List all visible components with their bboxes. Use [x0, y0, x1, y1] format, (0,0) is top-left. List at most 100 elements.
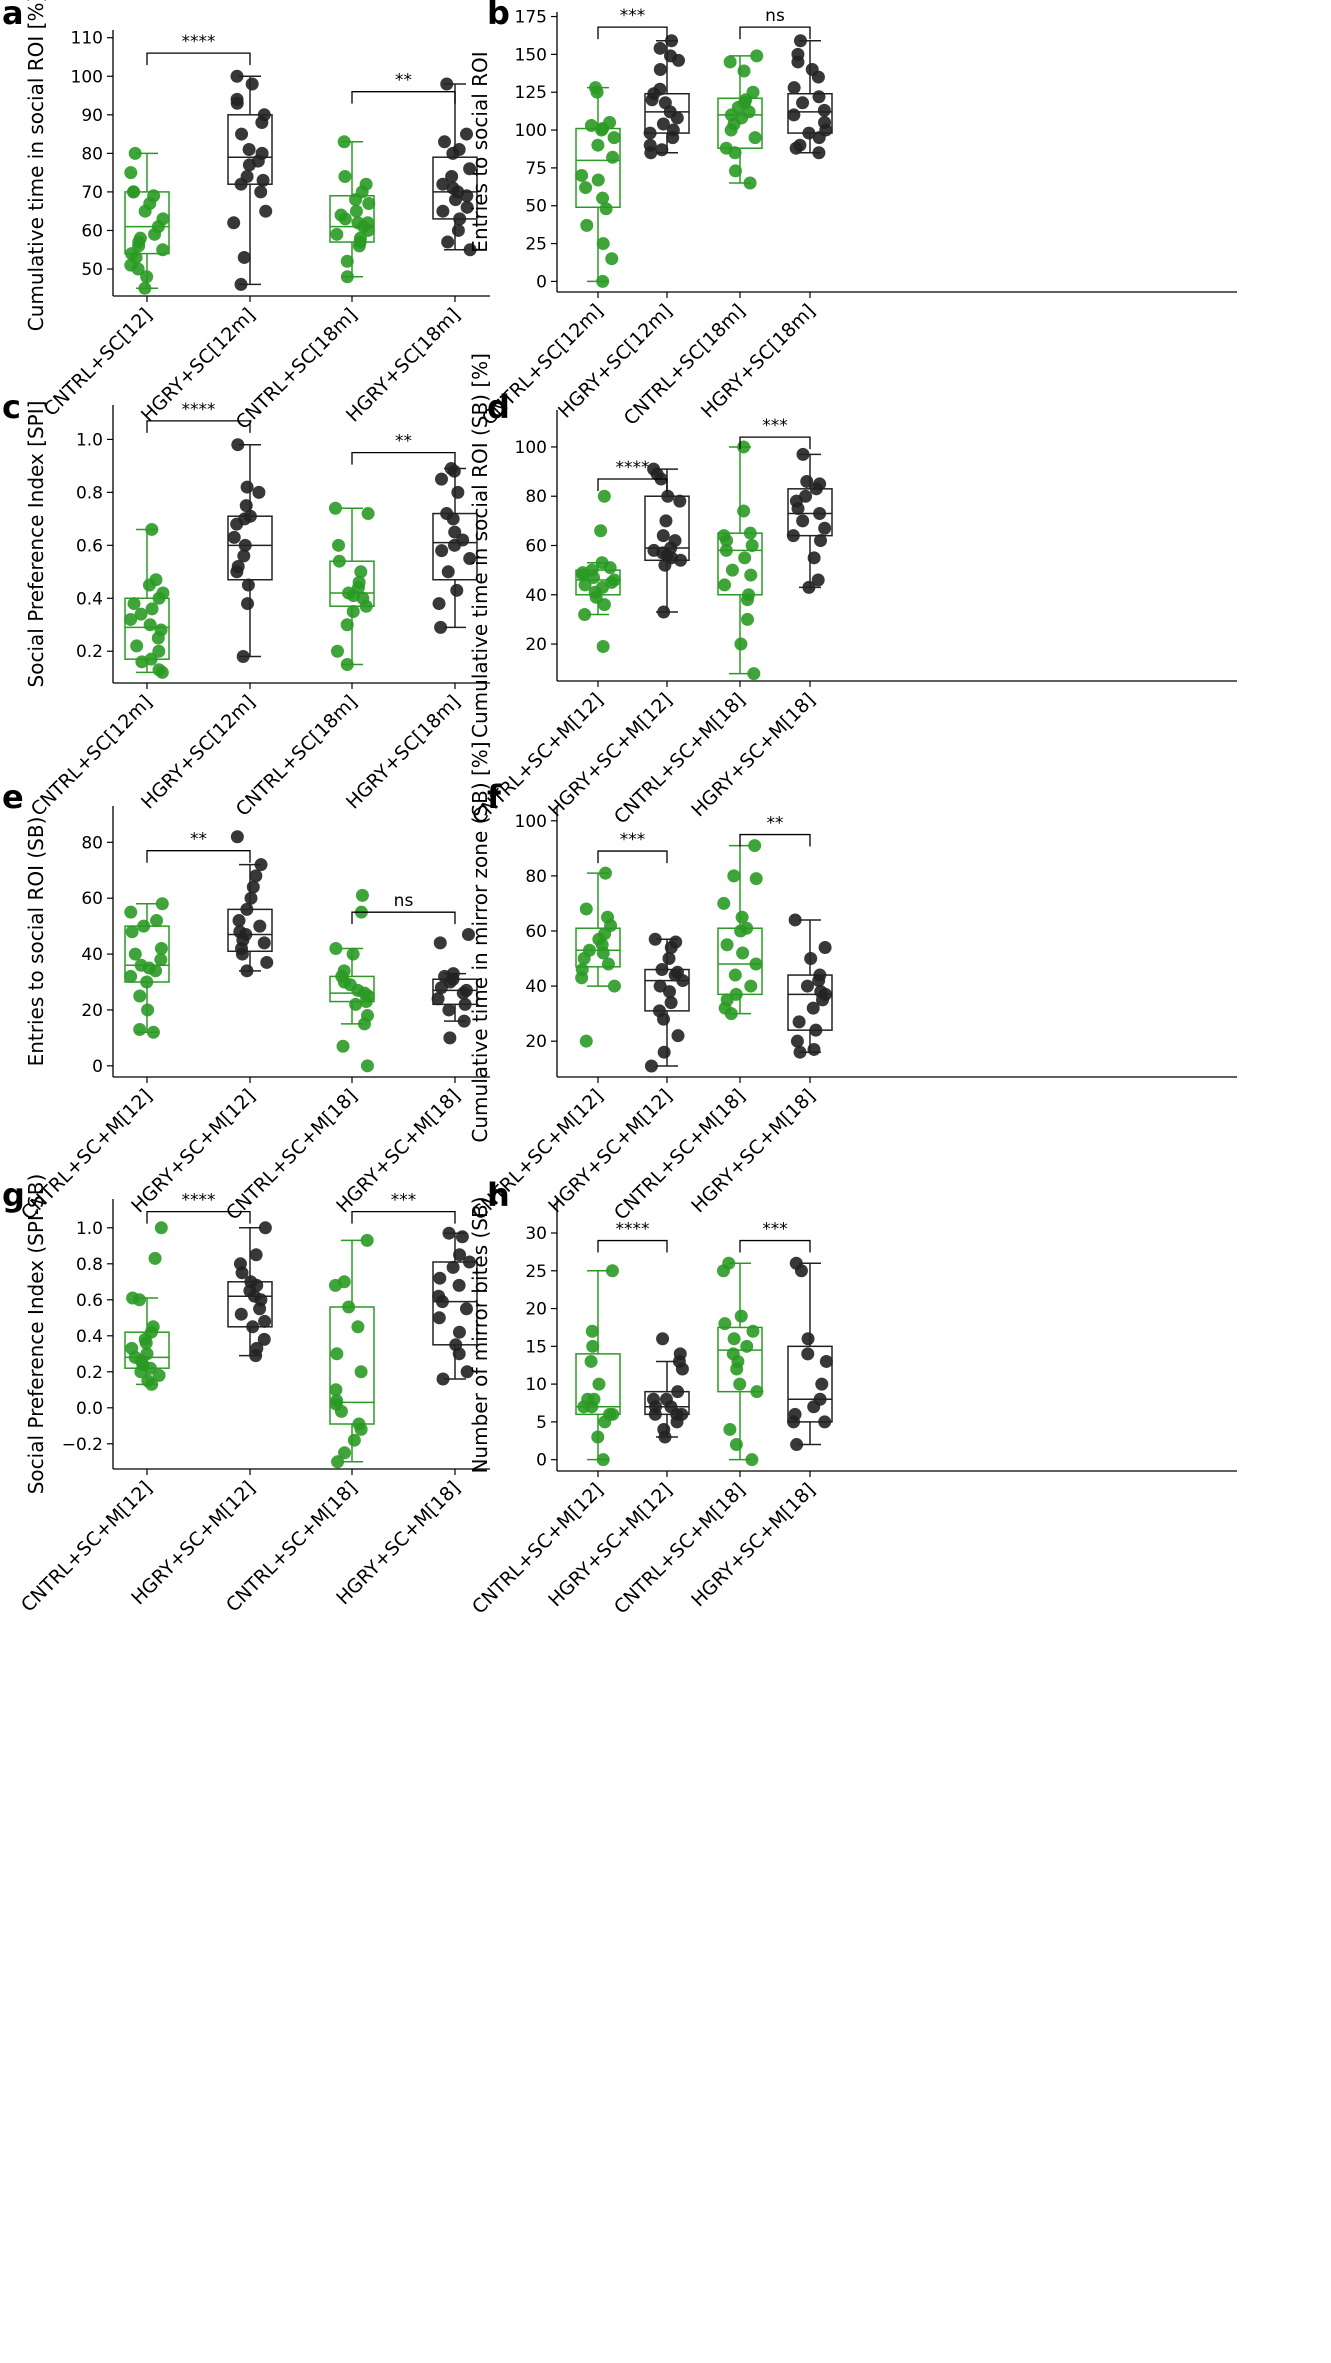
group-0 [124, 897, 170, 1039]
data-point [230, 69, 244, 83]
panel-letter: f [487, 778, 502, 816]
bracket-line [739, 1239, 811, 1253]
data-point [671, 1029, 685, 1043]
data-point [673, 494, 687, 508]
data-point [450, 583, 464, 597]
data-point [738, 551, 752, 565]
data-point [603, 1407, 617, 1421]
data-point [580, 218, 594, 232]
data-point [236, 650, 250, 664]
data-point [145, 602, 159, 616]
data-point [788, 913, 802, 927]
data-point [585, 563, 599, 577]
significance-label: ns [765, 6, 785, 26]
data-point [330, 227, 344, 241]
x-category-label: HGRY+SC[18m] [342, 691, 465, 814]
data-point [146, 1320, 160, 1334]
data-point [591, 173, 605, 187]
data-point [747, 667, 761, 681]
data-point [458, 997, 472, 1011]
significance-label: **** [182, 400, 216, 420]
y-tick-label: 80 [81, 833, 103, 853]
data-point [238, 538, 252, 552]
data-point [342, 586, 356, 600]
significance-bracket: *** [739, 1220, 811, 1253]
data-point [342, 1300, 356, 1314]
group-1 [227, 1221, 273, 1363]
box [787, 1345, 833, 1423]
data-point [812, 146, 826, 160]
data-point [235, 127, 249, 141]
group-1 [644, 932, 690, 1073]
data-point [790, 1438, 804, 1452]
data-point [237, 250, 251, 264]
data-point [460, 200, 474, 214]
data-point [812, 90, 826, 104]
y-tick-label: 100 [515, 121, 547, 141]
panel-letter: a [2, 0, 24, 32]
panel-b: b 0 25 50 75 100 125 150 175 Entries to social RO… [468, 0, 1237, 430]
data-point [814, 985, 828, 999]
data-point [742, 588, 756, 602]
data-point [656, 1332, 670, 1346]
x-category-label: HGRY+SC+M[12] [544, 689, 676, 821]
data-point [432, 597, 446, 611]
x-category-label: CNTRL+SC+M[18] [610, 689, 750, 829]
group-1 [643, 34, 690, 160]
data-point [354, 565, 368, 579]
data-point [459, 983, 473, 997]
data-point [601, 910, 615, 924]
data-point [657, 1422, 671, 1436]
data-point [584, 119, 598, 133]
data-point [809, 1023, 823, 1037]
data-point [813, 477, 827, 491]
data-point [240, 964, 254, 978]
data-point [249, 869, 263, 883]
data-point [585, 1324, 599, 1338]
data-point [260, 955, 274, 969]
data-point [337, 1275, 351, 1289]
data-point [259, 204, 273, 218]
data-point [231, 560, 245, 574]
data-point [802, 126, 816, 140]
data-point [804, 952, 818, 966]
data-point [141, 1374, 155, 1388]
x-category-label: HGRY+SC+M[12] [544, 1479, 676, 1611]
y-tick-label: 25 [525, 235, 547, 255]
data-point [340, 270, 354, 284]
group-1 [227, 438, 273, 664]
data-point [653, 1004, 667, 1018]
data-point [331, 1455, 345, 1469]
y-tick-label: −0.2 [62, 1435, 103, 1455]
data-point [128, 146, 142, 160]
data-point [745, 1453, 759, 1467]
data-point [143, 618, 157, 632]
data-point [787, 81, 801, 95]
data-point [346, 947, 360, 961]
data-point [655, 143, 669, 157]
panel-letter: b [487, 0, 510, 32]
data-point [440, 507, 454, 521]
y-axis-title: Entries to social ROI (SB) [24, 817, 48, 1067]
y-tick-label: 20 [81, 1001, 103, 1021]
data-point [451, 485, 465, 499]
data-point [254, 858, 268, 872]
data-point [749, 957, 763, 971]
data-point [232, 914, 246, 928]
data-point [134, 607, 148, 621]
data-point [596, 274, 610, 288]
data-point [594, 524, 608, 538]
x-category-label: HGRY+SC+M[18] [687, 689, 819, 821]
group-3 [786, 447, 833, 594]
y-tick-label: 1.0 [76, 430, 103, 450]
data-point [727, 1332, 741, 1346]
data-point [243, 509, 257, 523]
data-point [133, 1023, 147, 1037]
data-point [125, 925, 139, 939]
data-point [793, 34, 807, 48]
panel-letter: e [2, 778, 24, 816]
x-category-label: HGRY+SC+M[12] [544, 1085, 676, 1217]
data-point [154, 623, 168, 637]
data-point [351, 1320, 365, 1334]
y-tick-label: 175 [515, 8, 547, 28]
